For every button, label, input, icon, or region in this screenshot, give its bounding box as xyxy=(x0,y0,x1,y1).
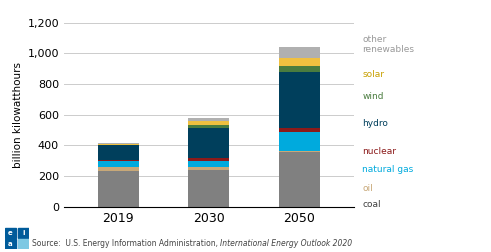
Bar xyxy=(98,171,138,207)
Bar xyxy=(98,143,138,144)
Bar xyxy=(279,132,320,151)
Bar xyxy=(19,239,29,249)
Bar xyxy=(279,47,320,58)
Bar xyxy=(279,66,320,72)
Text: Source:  U.S. Energy Information Administration,: Source: U.S. Energy Information Administ… xyxy=(32,239,220,248)
Text: wind: wind xyxy=(362,92,383,101)
Text: e: e xyxy=(8,230,13,236)
Bar xyxy=(189,121,229,125)
Bar xyxy=(189,125,229,128)
Bar xyxy=(98,167,138,171)
Bar xyxy=(5,239,16,249)
Bar xyxy=(279,58,320,66)
Bar xyxy=(5,228,16,238)
Bar xyxy=(98,144,138,145)
Bar xyxy=(189,128,229,158)
Text: coal: coal xyxy=(362,200,381,209)
Text: oil: oil xyxy=(362,184,373,193)
Bar xyxy=(189,170,229,207)
Bar xyxy=(189,167,229,170)
Bar xyxy=(189,118,229,121)
Bar xyxy=(98,162,138,167)
Bar xyxy=(279,152,320,207)
Text: International Energy Outlook 2020: International Energy Outlook 2020 xyxy=(220,239,353,248)
Bar xyxy=(98,160,138,162)
Bar xyxy=(189,161,229,167)
Text: natural gas: natural gas xyxy=(362,165,413,174)
Bar xyxy=(98,145,138,160)
Bar xyxy=(279,151,320,152)
Text: solar: solar xyxy=(362,70,384,79)
Bar xyxy=(279,129,320,132)
Bar xyxy=(19,228,29,238)
Text: nuclear: nuclear xyxy=(362,147,396,156)
Text: i: i xyxy=(23,230,26,236)
Bar xyxy=(189,158,229,161)
Text: other
renewables: other renewables xyxy=(362,35,414,54)
Bar xyxy=(279,72,320,129)
Text: a: a xyxy=(8,241,13,247)
Y-axis label: billion kilowatthours: billion kilowatthours xyxy=(13,62,23,168)
Text: hydro: hydro xyxy=(362,119,388,128)
